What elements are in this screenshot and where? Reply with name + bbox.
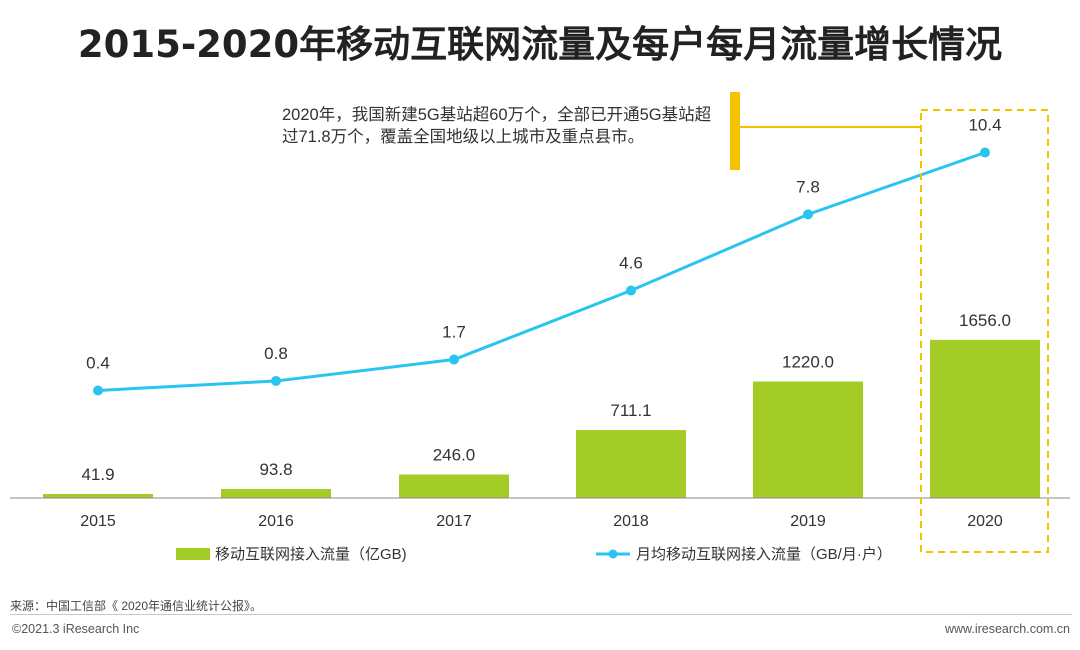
bar-value-labels: 41.9 93.8 246.0 711.1 1220.0 1656.0	[81, 311, 1011, 484]
website-link[interactable]: www.iresearch.com.cn	[944, 622, 1070, 636]
line-path	[97, 151, 986, 392]
x-tick-2018: 2018	[613, 513, 649, 530]
bar-2020	[930, 339, 1040, 498]
legend-line-label: 月均移动互联网接入流量（GB/月·户）	[636, 546, 892, 563]
line-label-2015: 0.4	[86, 353, 110, 372]
annotation-marker	[730, 92, 740, 170]
legend-bar-swatch	[176, 548, 210, 560]
footer-divider	[10, 614, 1072, 615]
x-tick-2019: 2019	[790, 513, 826, 530]
line-series	[93, 147, 990, 396]
bar-label-2019: 1220.0	[782, 352, 834, 371]
line-point-2018	[626, 285, 636, 296]
bar-label-2017: 246.0	[433, 446, 476, 465]
x-tick-labels: 2015 2016 2017 2018 2019 2020	[80, 513, 1003, 530]
legend-line-marker	[608, 549, 618, 559]
bar-2017	[399, 474, 509, 498]
bar-2018	[576, 430, 686, 498]
legend-bar-label: 移动互联网接入流量（亿GB)	[215, 546, 407, 563]
bar-label-2018: 711.1	[610, 401, 651, 420]
line-point-2020	[980, 147, 990, 158]
bar-2015	[43, 493, 153, 498]
line-value-labels: 0.4 0.8 1.7 4.6 7.8 10.4	[86, 115, 1001, 372]
x-tick-2020: 2020	[967, 513, 1003, 530]
annotation-text: 2020年，我国新建5G基站超60万个，全部已开通5G基站超过71.8万个，覆盖…	[282, 106, 712, 146]
line-label-2020: 10.4	[968, 115, 1001, 134]
highlight-box-2020	[920, 109, 1049, 553]
bar-label-2016: 93.8	[259, 460, 292, 479]
line-label-2019: 7.8	[796, 177, 820, 196]
line-label-2016: 0.8	[264, 344, 288, 363]
bar-2019	[753, 381, 863, 498]
line-label-2018: 4.6	[619, 254, 643, 273]
x-tick-2015: 2015	[80, 513, 116, 530]
chart-title: 2015-2020年移动互联网流量及每户每月流量增长情况	[77, 23, 1003, 66]
line-label-2017: 1.7	[442, 323, 466, 342]
bar-2016	[221, 489, 331, 498]
x-tick-2016: 2016	[258, 513, 294, 530]
x-tick-2017: 2017	[436, 513, 472, 530]
legend: 移动互联网接入流量（亿GB) 月均移动互联网接入流量（GB/月·户）	[176, 546, 892, 563]
line-point-2017	[449, 354, 459, 365]
line-point-2015	[93, 385, 103, 396]
source-note: 来源：中国工信部《 2020年通信业统计公报》。	[10, 599, 263, 613]
line-point-2019	[803, 209, 813, 220]
copyright: ©2021.3 iResearch Inc	[12, 622, 140, 636]
bar-label-2015: 41.9	[81, 465, 114, 484]
line-point-2016	[271, 375, 281, 386]
bar-label-2020: 1656.0	[959, 311, 1011, 330]
bar-series	[43, 339, 1040, 498]
